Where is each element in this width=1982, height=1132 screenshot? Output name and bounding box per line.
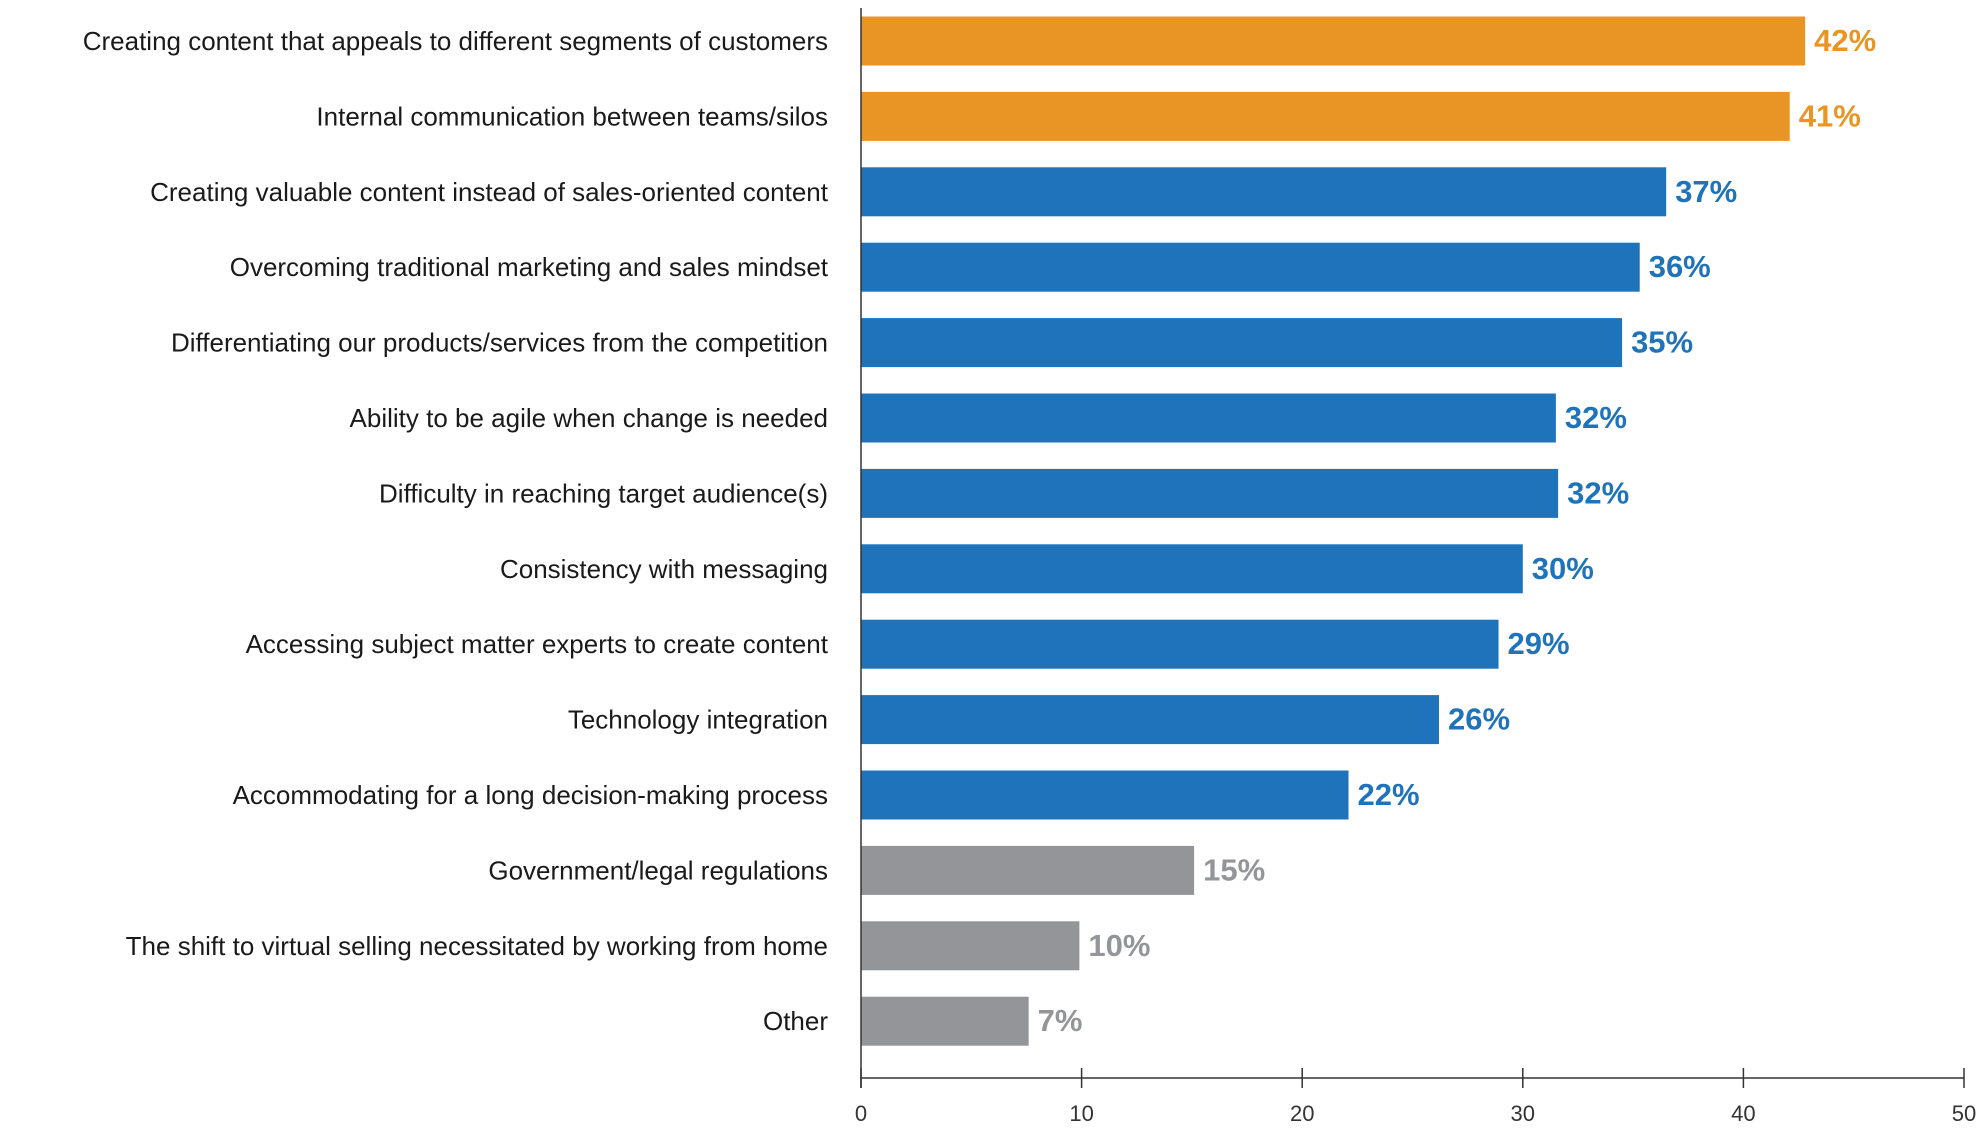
category-label-13: The shift to virtual selling necessitate… (126, 931, 828, 961)
value-label-9: 29% (1508, 626, 1570, 661)
value-label-6: 32% (1565, 400, 1627, 435)
value-label-7: 32% (1567, 475, 1629, 510)
category-label-14: Other (763, 1006, 828, 1036)
x-tick-label-10: 10 (1069, 1101, 1093, 1126)
x-tick-label-40: 40 (1731, 1101, 1755, 1126)
x-tick-label-20: 20 (1290, 1101, 1314, 1126)
category-label-7: Difficulty in reaching target audience(s… (379, 478, 828, 508)
bar-1 (861, 16, 1806, 66)
value-label-1: 42% (1814, 23, 1876, 58)
category-label-12: Government/legal regulations (488, 855, 828, 885)
bar-11 (861, 770, 1349, 820)
value-label-4: 36% (1649, 249, 1711, 284)
bars (861, 16, 1806, 1046)
category-label-5: Differentiating our products/services fr… (171, 328, 828, 358)
bar-4 (861, 242, 1640, 292)
value-label-10: 26% (1448, 702, 1510, 737)
value-label-3: 37% (1675, 174, 1737, 209)
category-label-4: Overcoming traditional marketing and sal… (230, 252, 829, 282)
value-label-13: 10% (1088, 928, 1150, 963)
axes: 0 10 20 30 40 50 (855, 8, 1976, 1126)
category-labels: Creating content that appeals to differe… (83, 26, 829, 1036)
category-label-8: Consistency with messaging (500, 554, 828, 584)
category-label-10: Technology integration (568, 705, 828, 735)
bar-14 (861, 996, 1029, 1046)
category-label-2: Internal communication between teams/sil… (316, 101, 828, 131)
x-tick-label-30: 30 (1511, 1101, 1535, 1126)
bar-2 (861, 91, 1790, 141)
category-label-1: Creating content that appeals to differe… (83, 26, 828, 56)
category-label-6: Ability to be agile when change is neede… (350, 403, 828, 433)
value-label-8: 30% (1532, 551, 1594, 586)
bar-12 (861, 845, 1195, 895)
category-label-9: Accessing subject matter experts to crea… (246, 629, 829, 659)
bar-10 (861, 695, 1439, 745)
value-label-11: 22% (1358, 777, 1420, 812)
x-tick-label-0: 0 (855, 1101, 867, 1126)
bar-5 (861, 318, 1623, 368)
x-tick-label-50: 50 (1952, 1101, 1976, 1126)
value-label-14: 7% (1038, 1003, 1083, 1038)
bar-3 (861, 167, 1667, 217)
category-label-3: Creating valuable content instead of sal… (150, 177, 829, 207)
category-label-11: Accommodating for a long decision-making… (233, 780, 828, 810)
value-label-12: 15% (1203, 852, 1265, 887)
value-label-5: 35% (1631, 325, 1693, 360)
bar-8 (861, 544, 1523, 594)
bar-13 (861, 921, 1080, 971)
bar-9 (861, 619, 1499, 669)
value-labels: 42% 41% 37% 36% 35% 32% 32% 30% 29% 26% 22% 15% 10% 7… (1038, 23, 1877, 1038)
value-label-2: 41% (1799, 98, 1861, 133)
bar-7 (861, 468, 1559, 518)
bar-6 (861, 393, 1556, 443)
